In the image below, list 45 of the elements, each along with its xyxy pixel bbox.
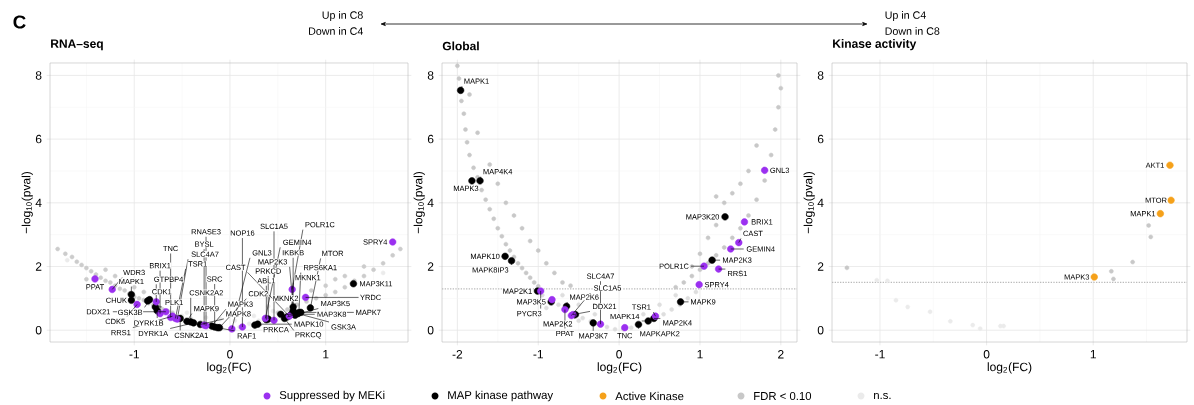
y-axis-title: −log$_{10}$(pval) — [803, 171, 815, 234]
y-tick-label: 0 — [817, 325, 824, 335]
x-axis-title: log$_{2}$(FC) — [597, 362, 642, 374]
x-tick-label: 1 — [1090, 350, 1096, 359]
x-axis-title: log$_{2}$(FC) — [207, 362, 251, 374]
x-tick-label: 1 — [697, 350, 703, 359]
legend-label: n.s. — [874, 392, 891, 400]
legend-label: FDR < 0.10 — [754, 392, 812, 401]
y-tick-label: 8 — [35, 71, 42, 80]
y-tick-label: 4 — [427, 198, 434, 207]
chart-title: Global — [442, 41, 479, 51]
x-axis-title: log$_{2}$(FC) — [987, 362, 1032, 374]
text: Up in C4 — [885, 11, 926, 21]
y-tick-label: 4 — [817, 198, 824, 207]
legend-label: Active Kinase — [615, 391, 684, 401]
legend-label: MAP kinase pathway — [448, 390, 554, 402]
y-tick-label: 0 — [35, 325, 42, 335]
y-tick-label: 4 — [35, 198, 42, 207]
text: Down in C8 — [885, 27, 940, 35]
x-tick-label: 1 — [323, 350, 329, 359]
y-tick-label: 2 — [817, 262, 824, 271]
y-axis-title: −log$_{10}$(pval) — [413, 171, 425, 234]
y-tick-label: 8 — [427, 71, 434, 80]
x-tick-label: 0 — [983, 350, 990, 359]
chart-title: Kinase activity — [833, 39, 917, 51]
y-tick-label: 6 — [35, 134, 42, 144]
y-tick-label: 8 — [817, 71, 824, 80]
y-tick-label: 2 — [427, 262, 434, 271]
x-tick-label: -2 — [452, 350, 463, 359]
legend-label: Suppressed by MEKi — [279, 390, 385, 402]
x-tick-label: 2 — [778, 350, 784, 359]
y-tick-label: 0 — [427, 325, 434, 335]
y-tick-label: 6 — [817, 134, 824, 144]
chart-title: RNA–seq — [51, 39, 103, 51]
y-axis-title: −log$_{10}$(pval) — [21, 171, 33, 234]
text: Down in C4 — [309, 27, 363, 35]
x-tick-label: -1 — [129, 350, 139, 359]
text: Up in C8 — [322, 11, 363, 21]
x-tick-label: 0 — [227, 350, 233, 359]
x-tick-label: -1 — [533, 350, 543, 359]
y-tick-label: 2 — [35, 262, 42, 271]
x-tick-label: 0 — [616, 350, 622, 359]
text: C — [13, 15, 26, 29]
y-tick-label: 6 — [427, 134, 434, 144]
x-tick-label: -1 — [875, 350, 885, 359]
